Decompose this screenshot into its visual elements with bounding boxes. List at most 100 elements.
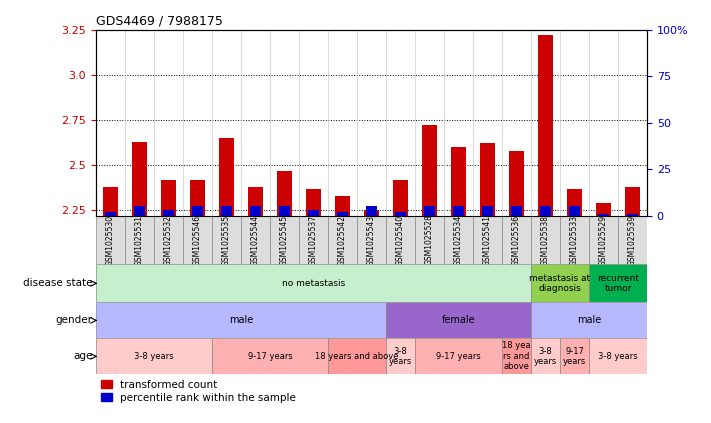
FancyBboxPatch shape [125, 216, 154, 264]
Bar [451, 147, 466, 216]
Bar [103, 187, 118, 216]
Bar [511, 206, 522, 216]
Text: GSM1025542: GSM1025542 [338, 214, 347, 266]
Text: GSM1025528: GSM1025528 [425, 214, 434, 266]
Bar [193, 206, 203, 216]
FancyBboxPatch shape [96, 338, 212, 374]
Text: 3-8
years: 3-8 years [534, 347, 557, 366]
Text: GSM1025546: GSM1025546 [193, 214, 202, 266]
Text: GSM1025539: GSM1025539 [628, 214, 637, 266]
FancyBboxPatch shape [444, 216, 473, 264]
FancyBboxPatch shape [618, 216, 647, 264]
Text: 3-8
years: 3-8 years [389, 347, 412, 366]
Text: GSM1025541: GSM1025541 [483, 214, 492, 266]
FancyBboxPatch shape [328, 338, 386, 374]
Bar [191, 180, 205, 216]
Bar [221, 206, 232, 216]
Text: 3-8 years: 3-8 years [598, 352, 638, 361]
Bar [625, 187, 640, 216]
FancyBboxPatch shape [589, 216, 618, 264]
FancyBboxPatch shape [531, 264, 589, 302]
FancyBboxPatch shape [560, 216, 589, 264]
Bar [454, 206, 464, 216]
Bar [219, 138, 234, 216]
FancyBboxPatch shape [299, 216, 328, 264]
Text: 9-17 years: 9-17 years [247, 352, 292, 361]
FancyBboxPatch shape [328, 216, 357, 264]
Bar [422, 125, 437, 216]
Text: GSM1025545: GSM1025545 [280, 214, 289, 266]
FancyBboxPatch shape [386, 216, 415, 264]
Bar [366, 206, 377, 216]
Bar [540, 206, 550, 216]
Text: female: female [442, 316, 476, 325]
FancyBboxPatch shape [386, 302, 531, 338]
Bar [279, 206, 289, 216]
FancyBboxPatch shape [502, 338, 531, 374]
FancyBboxPatch shape [212, 338, 328, 374]
Text: gender: gender [55, 316, 92, 325]
FancyBboxPatch shape [531, 216, 560, 264]
Text: 18 years and above: 18 years and above [315, 352, 399, 361]
Bar [570, 206, 579, 216]
FancyBboxPatch shape [415, 216, 444, 264]
Text: male: male [229, 316, 253, 325]
Text: metastasis at
diagnosis: metastasis at diagnosis [530, 274, 591, 293]
FancyBboxPatch shape [96, 216, 125, 264]
Bar [164, 210, 173, 216]
Bar [277, 170, 292, 216]
FancyBboxPatch shape [415, 338, 502, 374]
Text: GSM1025540: GSM1025540 [396, 214, 405, 266]
FancyBboxPatch shape [560, 338, 589, 374]
FancyBboxPatch shape [154, 216, 183, 264]
Text: GSM1025529: GSM1025529 [599, 214, 608, 266]
Bar [132, 142, 146, 216]
Bar [161, 180, 176, 216]
Bar [483, 206, 493, 216]
Bar [306, 189, 321, 216]
Text: GSM1025537: GSM1025537 [309, 214, 318, 266]
Text: GSM1025538: GSM1025538 [541, 214, 550, 266]
Text: GDS4469 / 7988175: GDS4469 / 7988175 [96, 14, 223, 27]
Bar [538, 35, 552, 216]
FancyBboxPatch shape [473, 216, 502, 264]
Bar [627, 214, 638, 216]
FancyBboxPatch shape [212, 216, 241, 264]
Text: recurrent
tumor: recurrent tumor [597, 274, 639, 293]
Text: 18 yea
rs and
above: 18 yea rs and above [502, 341, 531, 371]
FancyBboxPatch shape [183, 216, 212, 264]
Bar [105, 212, 116, 216]
Text: GSM1025530: GSM1025530 [106, 214, 115, 266]
Bar [338, 212, 348, 216]
Bar [248, 187, 263, 216]
Bar [509, 151, 524, 216]
Text: no metastasis: no metastasis [282, 279, 345, 288]
Text: GSM1025531: GSM1025531 [135, 214, 144, 266]
Text: 9-17
years: 9-17 years [563, 347, 586, 366]
Text: GSM1025533: GSM1025533 [570, 214, 579, 266]
Text: GSM1025535: GSM1025535 [222, 214, 231, 266]
Bar [567, 189, 582, 216]
FancyBboxPatch shape [589, 338, 647, 374]
Text: GSM1025532: GSM1025532 [164, 214, 173, 266]
FancyBboxPatch shape [357, 216, 386, 264]
Text: GSM1025536: GSM1025536 [512, 214, 521, 266]
Text: age: age [73, 352, 92, 361]
FancyBboxPatch shape [96, 264, 531, 302]
Bar [336, 196, 350, 216]
Text: 3-8 years: 3-8 years [134, 352, 173, 361]
FancyBboxPatch shape [531, 338, 560, 374]
Text: GSM1025543: GSM1025543 [367, 214, 376, 266]
Bar [599, 214, 609, 216]
Legend: transformed count, percentile rank within the sample: transformed count, percentile rank withi… [101, 379, 296, 403]
Bar [364, 210, 379, 216]
FancyBboxPatch shape [502, 216, 531, 264]
FancyBboxPatch shape [270, 216, 299, 264]
FancyBboxPatch shape [531, 302, 647, 338]
Bar [424, 206, 434, 216]
Text: disease state: disease state [23, 278, 92, 288]
FancyBboxPatch shape [386, 338, 415, 374]
Text: male: male [577, 316, 601, 325]
Bar [134, 206, 144, 216]
Bar [480, 143, 495, 216]
